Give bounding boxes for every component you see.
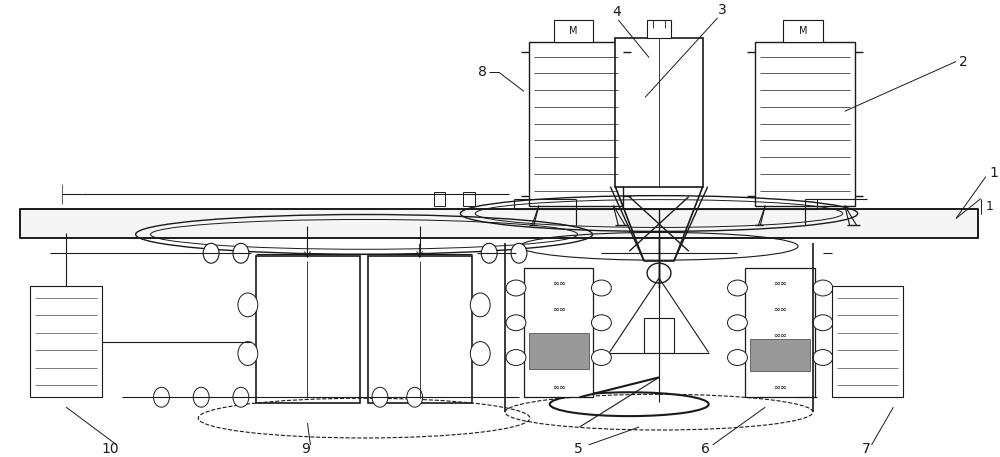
Text: 10: 10 [101, 442, 119, 456]
Text: 8: 8 [478, 65, 487, 80]
Text: ∞∞: ∞∞ [773, 357, 787, 366]
Bar [463, 191, 475, 206]
Bar [30, 286, 102, 397]
Ellipse shape [591, 315, 611, 331]
Bar [832, 286, 903, 397]
Bar [745, 268, 815, 397]
Text: 3: 3 [718, 3, 727, 17]
Text: ∞∞: ∞∞ [552, 331, 566, 340]
Bar [434, 191, 445, 206]
Text: ∞∞: ∞∞ [552, 278, 566, 287]
Ellipse shape [813, 350, 833, 366]
Bar [750, 339, 810, 372]
Bar [20, 208, 978, 239]
Ellipse shape [238, 342, 258, 366]
Text: M: M [569, 26, 578, 36]
Text: M: M [799, 26, 807, 36]
Text: ∞∞: ∞∞ [552, 357, 566, 366]
Ellipse shape [407, 388, 423, 407]
Ellipse shape [647, 263, 671, 283]
Text: 2: 2 [959, 54, 967, 69]
Ellipse shape [591, 350, 611, 366]
Text: ∞∞: ∞∞ [773, 331, 787, 340]
Bar [755, 42, 855, 206]
Ellipse shape [203, 243, 219, 263]
Text: ∞∞: ∞∞ [552, 305, 566, 314]
Ellipse shape [728, 350, 747, 366]
Bar [524, 268, 593, 397]
Text: ∞∞: ∞∞ [773, 305, 787, 314]
Ellipse shape [813, 315, 833, 331]
Text: 1: 1 [986, 200, 994, 213]
Ellipse shape [728, 280, 747, 296]
Text: 5: 5 [574, 442, 583, 456]
Ellipse shape [813, 280, 833, 296]
Text: ∞∞: ∞∞ [773, 278, 787, 287]
Bar [368, 256, 472, 403]
Bar [529, 42, 623, 206]
Ellipse shape [506, 350, 526, 366]
Ellipse shape [470, 293, 490, 317]
Ellipse shape [728, 315, 747, 331]
Ellipse shape [372, 388, 388, 407]
Text: 9: 9 [301, 442, 310, 456]
Ellipse shape [481, 243, 497, 263]
Text: 1: 1 [990, 166, 999, 180]
Text: 4: 4 [612, 5, 621, 19]
Bar [615, 38, 703, 187]
Bar [256, 256, 360, 403]
Ellipse shape [470, 342, 490, 366]
Ellipse shape [238, 293, 258, 317]
Bar [554, 20, 593, 42]
Text: 7: 7 [862, 442, 871, 456]
Text: ∞∞: ∞∞ [773, 383, 787, 392]
Ellipse shape [233, 243, 249, 263]
Ellipse shape [193, 388, 209, 407]
Ellipse shape [511, 243, 527, 263]
Ellipse shape [506, 315, 526, 331]
Text: 6: 6 [701, 442, 710, 456]
Bar [647, 20, 671, 38]
Ellipse shape [506, 280, 526, 296]
Bar [783, 20, 823, 42]
Bar [644, 318, 674, 352]
Bar [529, 333, 589, 369]
Ellipse shape [233, 388, 249, 407]
Text: ∞∞: ∞∞ [552, 383, 566, 392]
Ellipse shape [154, 388, 169, 407]
Ellipse shape [591, 280, 611, 296]
